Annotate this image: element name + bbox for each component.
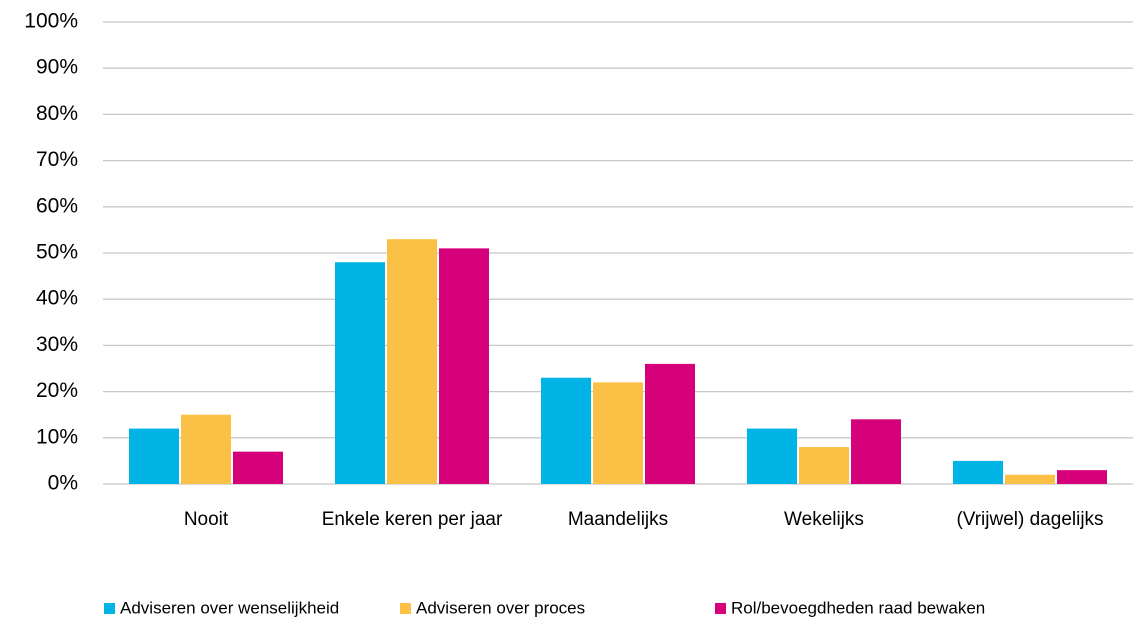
y-tick-label: 50%	[36, 241, 78, 264]
bar	[335, 262, 385, 484]
bar	[233, 451, 283, 484]
bar	[799, 447, 849, 484]
bar	[645, 363, 695, 484]
bar	[1057, 470, 1107, 484]
legend-swatch	[715, 603, 726, 614]
bar	[387, 239, 437, 484]
legend-label: Rol/bevoegdheden raad bewaken	[731, 598, 985, 617]
y-tick-label: 10%	[36, 425, 78, 448]
legend-label: Adviseren over proces	[416, 598, 585, 617]
y-tick-label: 40%	[36, 287, 78, 310]
bar	[439, 248, 489, 484]
bar	[593, 382, 643, 484]
x-tick-label: (Vrijwel) dagelijks	[956, 509, 1103, 530]
x-tick-label: Maandelijks	[568, 509, 668, 530]
y-tick-label: 30%	[36, 333, 78, 356]
x-tick-label: Wekelijks	[784, 509, 864, 530]
x-tick-label: Nooit	[184, 509, 229, 530]
bar	[851, 419, 901, 484]
bar	[953, 460, 1003, 484]
y-tick-label: 20%	[36, 379, 78, 402]
bar	[541, 377, 591, 484]
bar	[181, 414, 231, 484]
x-tick-label: Enkele keren per jaar	[322, 509, 503, 530]
bar	[747, 428, 797, 484]
bar	[1005, 474, 1055, 484]
y-tick-label: 60%	[36, 194, 78, 217]
y-tick-label: 70%	[36, 148, 78, 171]
legend-swatch	[400, 603, 411, 614]
bar	[129, 428, 179, 484]
legend-swatch	[104, 603, 115, 614]
y-tick-label: 100%	[24, 10, 78, 33]
y-tick-label: 0%	[48, 472, 78, 495]
y-tick-label: 90%	[36, 56, 78, 79]
y-tick-label: 80%	[36, 102, 78, 125]
legend-label: Adviseren over wenselijkheid	[120, 598, 339, 617]
